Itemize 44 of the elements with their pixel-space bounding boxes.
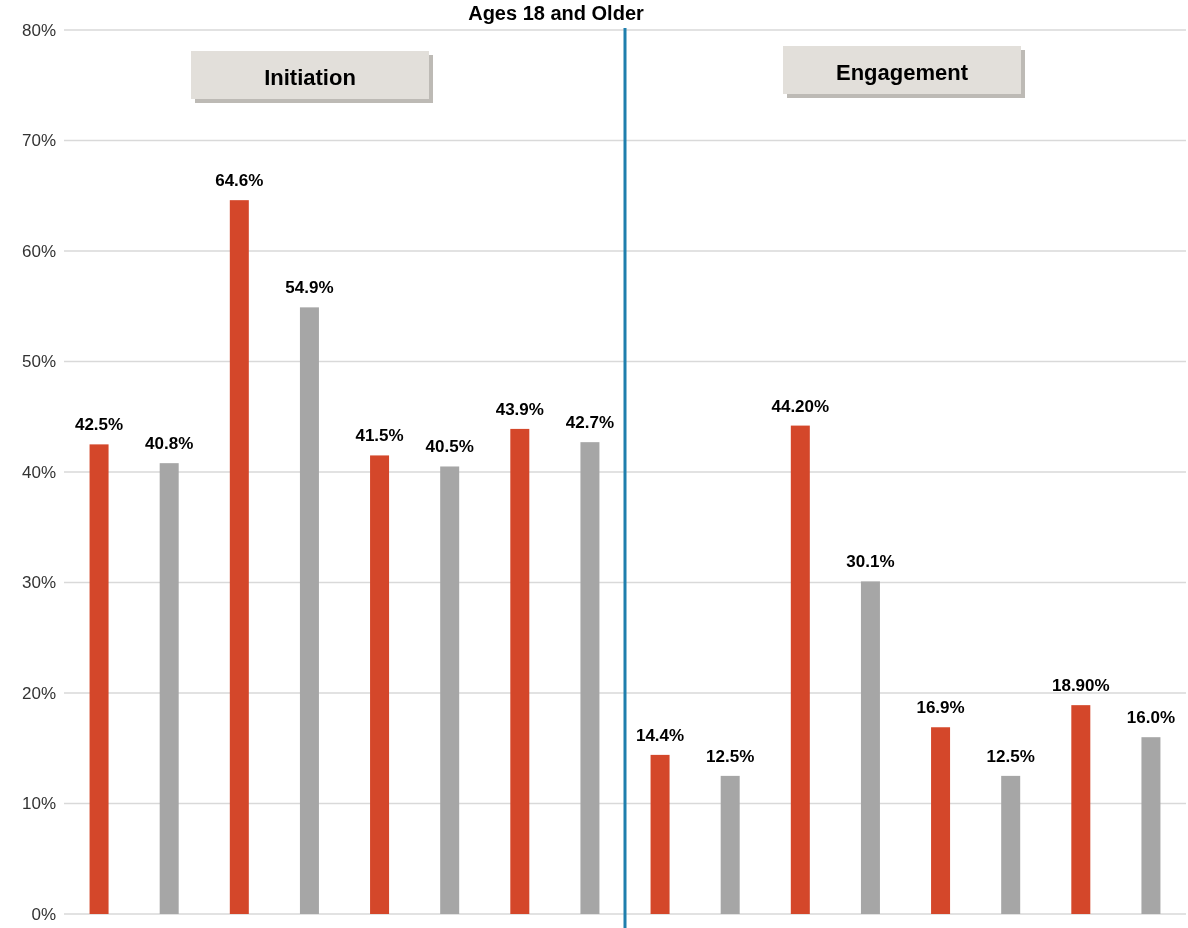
bar bbox=[1071, 705, 1091, 914]
y-tick-label: 40% bbox=[21, 462, 56, 482]
data-label: 16.9% bbox=[916, 698, 965, 718]
bar bbox=[580, 442, 600, 914]
data-label: 42.5% bbox=[74, 415, 124, 435]
data-label: 12.5% bbox=[986, 746, 1035, 766]
bar bbox=[650, 754, 670, 914]
bar bbox=[720, 775, 740, 914]
y-tick-label: 80% bbox=[21, 20, 56, 40]
bar bbox=[440, 466, 460, 914]
bar bbox=[299, 307, 319, 914]
data-label: 30.1% bbox=[846, 552, 895, 572]
bar bbox=[931, 727, 951, 914]
data-label: 42.7% bbox=[565, 413, 615, 433]
bar bbox=[159, 463, 179, 914]
data-label: 16.0% bbox=[1126, 708, 1176, 728]
annotation: Initiation bbox=[264, 64, 356, 90]
data-label: 12.5% bbox=[706, 746, 755, 766]
y-tick-label: 30% bbox=[21, 573, 56, 593]
y-tick-label: 20% bbox=[21, 683, 56, 703]
bar bbox=[229, 200, 249, 914]
data-label: 41.5% bbox=[355, 426, 404, 446]
bar bbox=[510, 428, 530, 914]
data-label: 44.20% bbox=[771, 396, 830, 416]
bar bbox=[1141, 737, 1161, 914]
y-tick-label: 70% bbox=[21, 131, 56, 151]
data-label: 40.5% bbox=[425, 437, 474, 457]
annotation: Engagement bbox=[835, 59, 969, 85]
data-label: 14.4% bbox=[635, 725, 685, 745]
bar bbox=[860, 581, 880, 914]
y-tick-label: 0% bbox=[31, 904, 56, 924]
chart-title: Ages 18 and Older bbox=[468, 2, 645, 24]
data-label: 54.9% bbox=[285, 278, 334, 298]
bar bbox=[89, 444, 109, 914]
data-label: 40.8% bbox=[145, 434, 194, 454]
bar bbox=[1001, 775, 1021, 914]
y-tick-label: 50% bbox=[21, 352, 56, 372]
data-label: 43.9% bbox=[495, 399, 544, 419]
y-tick-label: 10% bbox=[21, 794, 56, 814]
y-tick-label: 60% bbox=[21, 241, 56, 261]
bar bbox=[370, 455, 390, 914]
bar bbox=[790, 425, 810, 914]
data-label: 18.90% bbox=[1051, 676, 1110, 696]
data-label: 64.6% bbox=[215, 171, 264, 191]
